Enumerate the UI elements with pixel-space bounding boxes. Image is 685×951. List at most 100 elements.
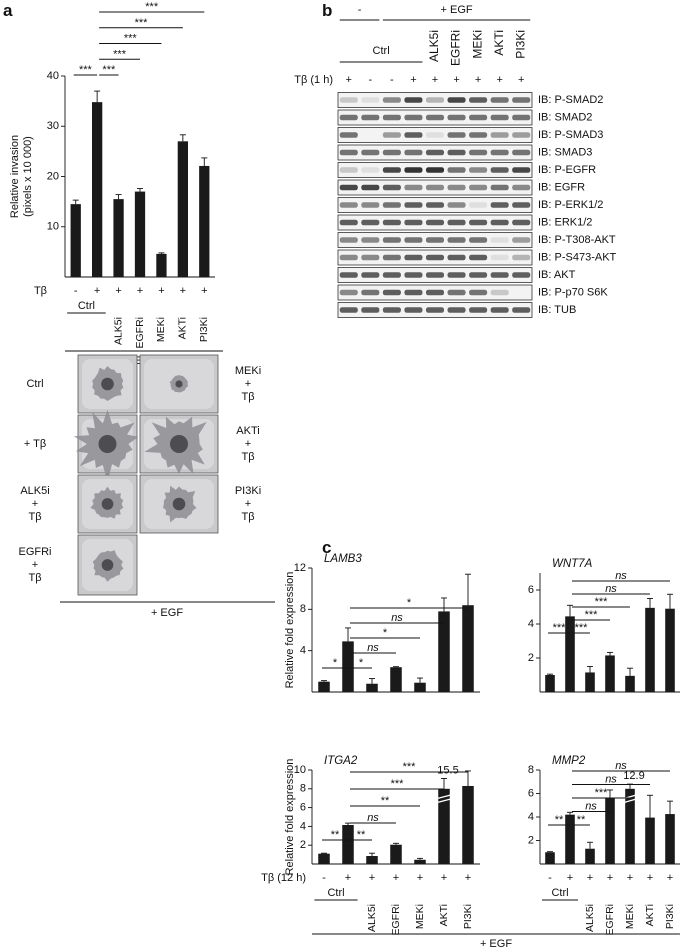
blot-band [447, 237, 466, 243]
bar [342, 641, 354, 692]
treatment-sign: + [453, 74, 459, 86]
condition-label: MEKi [235, 365, 261, 377]
blot-band [361, 184, 380, 191]
x-tick-label: EGFRi [604, 904, 616, 936]
spheroid-core [175, 380, 183, 388]
blot-band [425, 97, 445, 103]
lane-label: EGFRi [449, 30, 463, 66]
y-tick-label: 20 [47, 170, 59, 182]
blot-band [490, 254, 509, 261]
significance-label: ns [615, 760, 627, 772]
blot-band [382, 254, 401, 261]
significance-label: *** [145, 1, 159, 13]
treatment-sign: + [180, 285, 186, 297]
blot-band [425, 167, 445, 173]
treatment-sign: + [518, 74, 524, 86]
significance-label: *** [575, 622, 589, 634]
bar [605, 655, 615, 692]
blot-band [339, 202, 358, 208]
treatment-sign: - [548, 872, 552, 884]
treatment-sign: + [201, 285, 207, 297]
treatment-label: Tβ [34, 285, 47, 297]
y-tick-label: 6 [300, 802, 306, 814]
significance-label: *** [124, 33, 138, 45]
blot-band [339, 149, 358, 156]
blot-strip [337, 127, 533, 143]
condition-label: - [358, 4, 362, 16]
blot-band [490, 237, 509, 243]
bar [625, 675, 635, 692]
bar [585, 848, 595, 864]
x-tick-label: MEKi [155, 317, 167, 342]
lane-label: MEKi [470, 30, 484, 59]
y-tick-label: 8 [300, 783, 306, 795]
bar [156, 253, 167, 277]
y-tick-label: 2 [528, 652, 534, 664]
bar [545, 852, 555, 864]
y-tick-label: 6 [528, 787, 534, 799]
significance-label: *** [79, 64, 93, 76]
blot-band [339, 97, 358, 103]
blot-band [382, 237, 401, 243]
blot-band [425, 149, 445, 156]
blot-band [404, 97, 423, 103]
x-tick-label: AKTi [644, 904, 656, 926]
significance-label: *** [113, 48, 127, 60]
blot-label: IB: ERK1/2 [538, 216, 592, 228]
blot-band [469, 132, 488, 138]
blot-strip [337, 92, 533, 108]
significance-label: *** [595, 787, 609, 799]
blot-band [469, 254, 488, 261]
blot-band [490, 219, 509, 226]
blot-band [404, 254, 423, 261]
lane-label: AKTi [492, 30, 506, 56]
blot-band [447, 254, 466, 261]
bar [318, 681, 330, 692]
blot-band [425, 202, 445, 208]
blot-label: IB: P-SMAD2 [538, 94, 603, 106]
significance-label: ** [555, 814, 564, 826]
blot-band [361, 167, 380, 173]
significance-label: ns [605, 583, 617, 595]
blot-band [361, 237, 380, 243]
significance-label: ns [367, 642, 379, 654]
treatment-sign: + [432, 74, 438, 86]
significance-label: ns [391, 612, 403, 624]
blot-band [425, 184, 445, 191]
bar [438, 788, 450, 864]
panel-label: b [322, 1, 332, 20]
treatment-sign: + [587, 872, 593, 884]
y-tick-label: 2 [528, 834, 534, 846]
bar [134, 191, 146, 277]
group-label: Ctrl [327, 887, 344, 899]
chart-title: WNT7A [552, 558, 593, 570]
blot-band [404, 184, 423, 191]
y-tick-label: 4 [300, 645, 306, 657]
blot-band [382, 307, 401, 313]
bar [665, 814, 675, 864]
bar [318, 853, 330, 864]
significance-label: *** [135, 17, 149, 29]
significance-label: *** [403, 761, 417, 773]
y-tick-label: 4 [300, 820, 306, 832]
blot-band [404, 132, 423, 138]
x-tick-label: AKTi [177, 317, 189, 339]
spheroid-core [101, 377, 114, 391]
x-tick-label: ALK5i [366, 904, 378, 932]
bar [414, 682, 426, 692]
blot-band [339, 219, 358, 226]
y-tick-label: 8 [300, 603, 306, 615]
significance-label: ** [331, 829, 340, 841]
condition-label: Ctrl [26, 378, 43, 390]
blot-band [425, 132, 445, 138]
spheroid-core [172, 497, 186, 511]
egf-label: + EGF [151, 607, 183, 619]
significance-label: *** [595, 596, 609, 608]
bar [585, 672, 595, 692]
bar [92, 102, 103, 277]
treatment-sign: + [393, 872, 399, 884]
bar [665, 608, 675, 692]
blot-band [490, 307, 509, 313]
axis-break [623, 798, 637, 804]
blot-label: IB: P-ERK1/2 [538, 199, 603, 211]
